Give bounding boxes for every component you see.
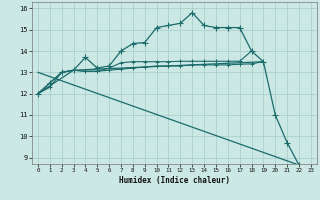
X-axis label: Humidex (Indice chaleur): Humidex (Indice chaleur): [119, 176, 230, 185]
